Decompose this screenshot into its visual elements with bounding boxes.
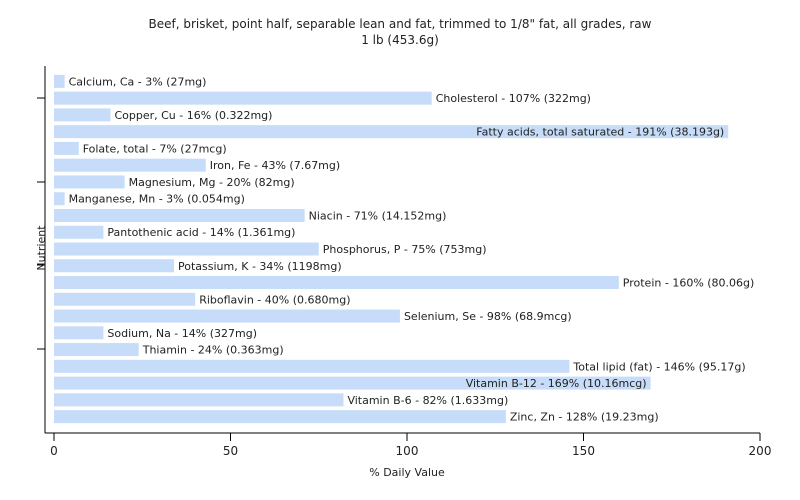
bar-iron-fe: [54, 158, 206, 172]
bars-group: Calcium, Ca - 3% (27mg) Cholesterol - 107…: [54, 74, 755, 424]
x-tick-label: 150: [572, 444, 595, 458]
bar-label: Calcium, Ca - 3% (27mg): [69, 75, 207, 88]
bar-vitamin-b-12: [54, 376, 651, 390]
bar-label: Folate, total - 7% (27mcg): [83, 142, 227, 155]
bar-label: Copper, Cu - 16% (0.322mg): [114, 109, 272, 122]
bar-label: Manganese, Mn - 3% (0.054mg): [69, 193, 245, 206]
bar-potassium-k: [54, 259, 175, 273]
bar-pantothenic-acid: [54, 225, 104, 239]
bar-label: Riboflavin - 40% (0.680mg): [199, 293, 350, 306]
bar-label: Fatty acids, total saturated - 191% (38.…: [476, 126, 724, 139]
bar-label: Vitamin B-12 - 169% (10.16mcg): [466, 377, 647, 390]
bar-label: Potassium, K - 34% (1198mg): [178, 260, 342, 273]
bar-label: Vitamin B-6 - 82% (1.633mg): [347, 394, 508, 407]
bar-fatty-acids-total-saturated: [54, 125, 729, 139]
bar-label: Cholesterol - 107% (322mg): [436, 92, 591, 105]
bar-thiamin: [54, 343, 139, 357]
bar-folate-total: [54, 141, 79, 155]
y-axis-label: Nutrient: [35, 225, 48, 271]
bar-magnesium-mg: [54, 175, 125, 189]
bar-label: Magnesium, Mg - 20% (82mg): [129, 176, 295, 189]
bar-label: Zinc, Zn - 128% (19.23mg): [510, 411, 659, 424]
bar-label: Niacin - 71% (14.152mg): [309, 209, 447, 222]
bar-zinc-zn: [54, 410, 506, 424]
x-tick-label: 200: [749, 444, 772, 458]
bar-copper-cu: [54, 108, 111, 122]
bar-cholesterol: [54, 91, 432, 105]
bar-label: Pantothenic acid - 14% (1.361mg): [107, 226, 295, 239]
bar-phosphorus-p: [54, 242, 319, 256]
bar-selenium-se: [54, 309, 400, 323]
bar-label: Selenium, Se - 98% (68.9mcg): [404, 310, 572, 323]
bar-calcium-ca: [54, 74, 65, 88]
x-axis-ticks: 0 50 100 150 200: [50, 433, 771, 458]
chart-title: Beef, brisket, point half, separable lea…: [149, 17, 652, 31]
bar-total-lipid-fat: [54, 359, 570, 373]
chart-subtitle: 1 lb (453.6g): [361, 33, 439, 47]
bar-sodium-na: [54, 326, 104, 340]
x-axis-label: % Daily Value: [369, 466, 445, 479]
bar-label: Sodium, Na - 14% (327mg): [107, 327, 257, 340]
y-axis-ticks: [37, 97, 45, 350]
bar-label: Phosphorus, P - 75% (753mg): [323, 243, 487, 256]
bar-riboflavin: [54, 292, 196, 306]
x-tick-label: 0: [50, 444, 58, 458]
bar-protein: [54, 276, 619, 290]
bar-label: Total lipid (fat) - 146% (95.17g): [572, 360, 745, 373]
bar-label: Iron, Fe - 43% (7.67mg): [210, 159, 340, 172]
bar-vitamin-b-6: [54, 393, 344, 407]
bar-niacin: [54, 208, 305, 222]
bar-label: Protein - 160% (80.06g): [623, 277, 755, 290]
bar-label: Thiamin - 24% (0.363mg): [142, 344, 284, 357]
x-tick-label: 100: [396, 444, 419, 458]
x-tick-label: 50: [223, 444, 238, 458]
bar-manganese-mn: [54, 192, 65, 206]
